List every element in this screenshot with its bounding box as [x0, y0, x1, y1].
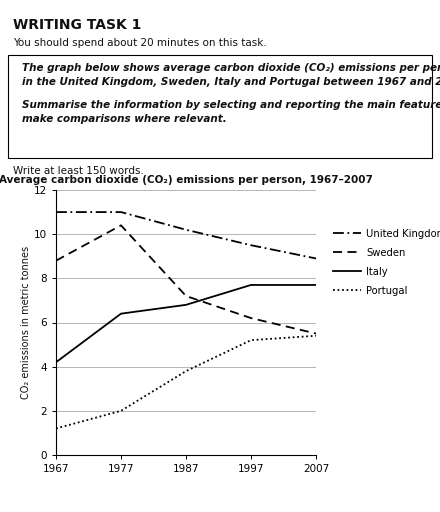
Sweden — [53, 258, 59, 264]
Italy — [313, 282, 319, 288]
Title: Average carbon dioxide (CO₂) emissions per person, 1967–2007: Average carbon dioxide (CO₂) emissions p… — [0, 175, 373, 185]
Portugal — [183, 368, 189, 374]
Line: Italy: Italy — [56, 285, 316, 362]
Portugal — [313, 333, 319, 339]
United Kingdom — [248, 242, 253, 248]
Line: Sweden: Sweden — [56, 225, 316, 333]
Legend: United Kingdom, Sweden, Italy, Portugal: United Kingdom, Sweden, Italy, Portugal — [331, 227, 440, 298]
Text: The graph below shows average carbon dioxide (CO₂) emissions per person: The graph below shows average carbon dio… — [22, 63, 440, 73]
Sweden — [248, 315, 253, 321]
United Kingdom — [53, 209, 59, 215]
Text: Summarise the information by selecting and reporting the main features, and: Summarise the information by selecting a… — [22, 100, 440, 110]
Italy — [118, 311, 124, 317]
Line: United Kingdom: United Kingdom — [56, 212, 316, 259]
Text: WRITING TASK 1: WRITING TASK 1 — [13, 18, 142, 32]
Portugal — [118, 408, 124, 414]
Portugal — [53, 425, 59, 432]
Text: You should spend about 20 minutes on this task.: You should spend about 20 minutes on thi… — [13, 38, 267, 48]
Portugal — [248, 337, 253, 343]
Text: make comparisons where relevant.: make comparisons where relevant. — [22, 114, 227, 124]
United Kingdom — [118, 209, 124, 215]
Text: in the United Kingdom, Sweden, Italy and Portugal between 1967 and 2007.: in the United Kingdom, Sweden, Italy and… — [22, 77, 440, 87]
Sweden — [183, 293, 189, 299]
Sweden — [118, 222, 124, 228]
Italy — [183, 302, 189, 308]
Italy — [53, 359, 59, 366]
Sweden — [313, 330, 319, 336]
United Kingdom — [183, 227, 189, 233]
Y-axis label: CO₂ emissions in metric tonnes: CO₂ emissions in metric tonnes — [21, 246, 31, 399]
United Kingdom — [313, 255, 319, 262]
Italy — [248, 282, 253, 288]
Line: Portugal: Portugal — [56, 336, 316, 429]
Text: Write at least 150 words.: Write at least 150 words. — [13, 166, 144, 176]
